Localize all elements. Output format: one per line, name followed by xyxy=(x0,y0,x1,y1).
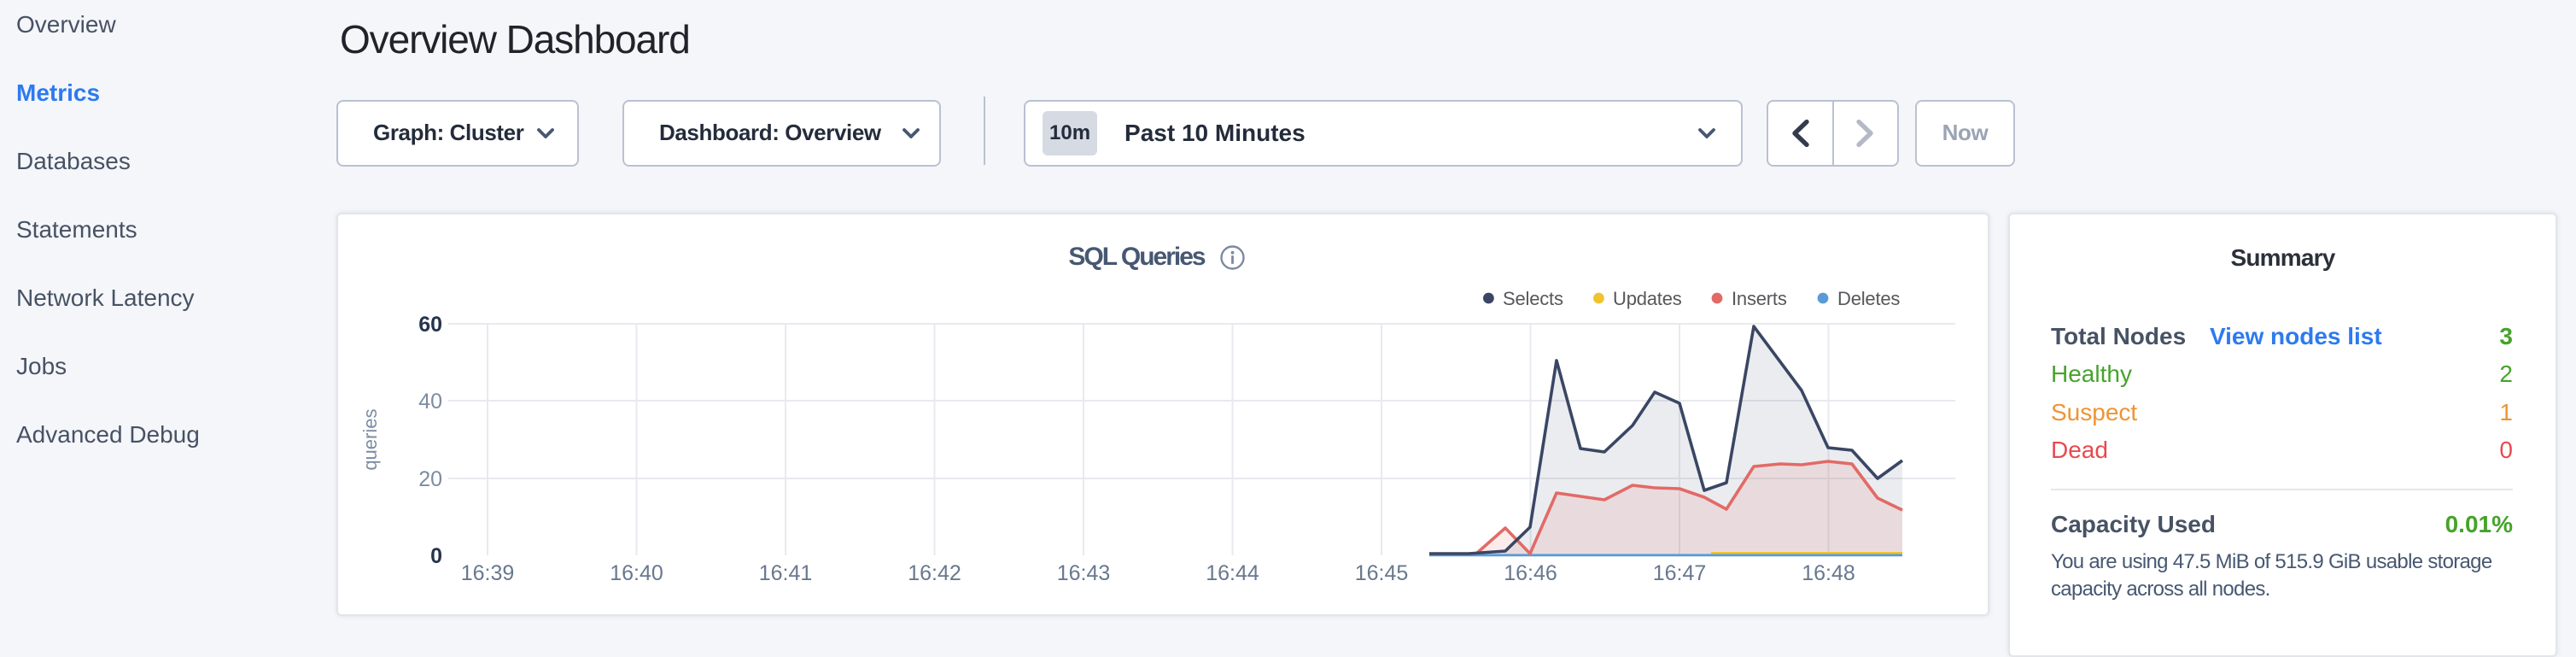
svg-text:16:43: 16:43 xyxy=(1057,561,1111,585)
svg-text:Updates: Updates xyxy=(1613,288,1682,309)
svg-text:40: 40 xyxy=(418,390,442,414)
svg-text:60: 60 xyxy=(418,313,442,337)
svg-text:16:40: 16:40 xyxy=(610,561,663,585)
svg-text:Selects: Selects xyxy=(1503,288,1563,309)
svg-text:Inserts: Inserts xyxy=(1732,288,1787,309)
svg-text:16:39: 16:39 xyxy=(461,561,515,585)
svg-text:16:46: 16:46 xyxy=(1504,561,1557,585)
svg-text:16:42: 16:42 xyxy=(908,561,961,585)
svg-text:16:48: 16:48 xyxy=(1802,561,1855,585)
svg-text:20: 20 xyxy=(418,467,442,491)
svg-text:16:45: 16:45 xyxy=(1355,561,1409,585)
svg-text:16:44: 16:44 xyxy=(1206,561,1259,585)
svg-text:queries: queries xyxy=(359,409,381,471)
svg-text:16:47: 16:47 xyxy=(1653,561,1707,585)
svg-text:16:41: 16:41 xyxy=(759,561,813,585)
svg-text:0: 0 xyxy=(430,544,442,568)
svg-text:Deletes: Deletes xyxy=(1837,288,1900,309)
